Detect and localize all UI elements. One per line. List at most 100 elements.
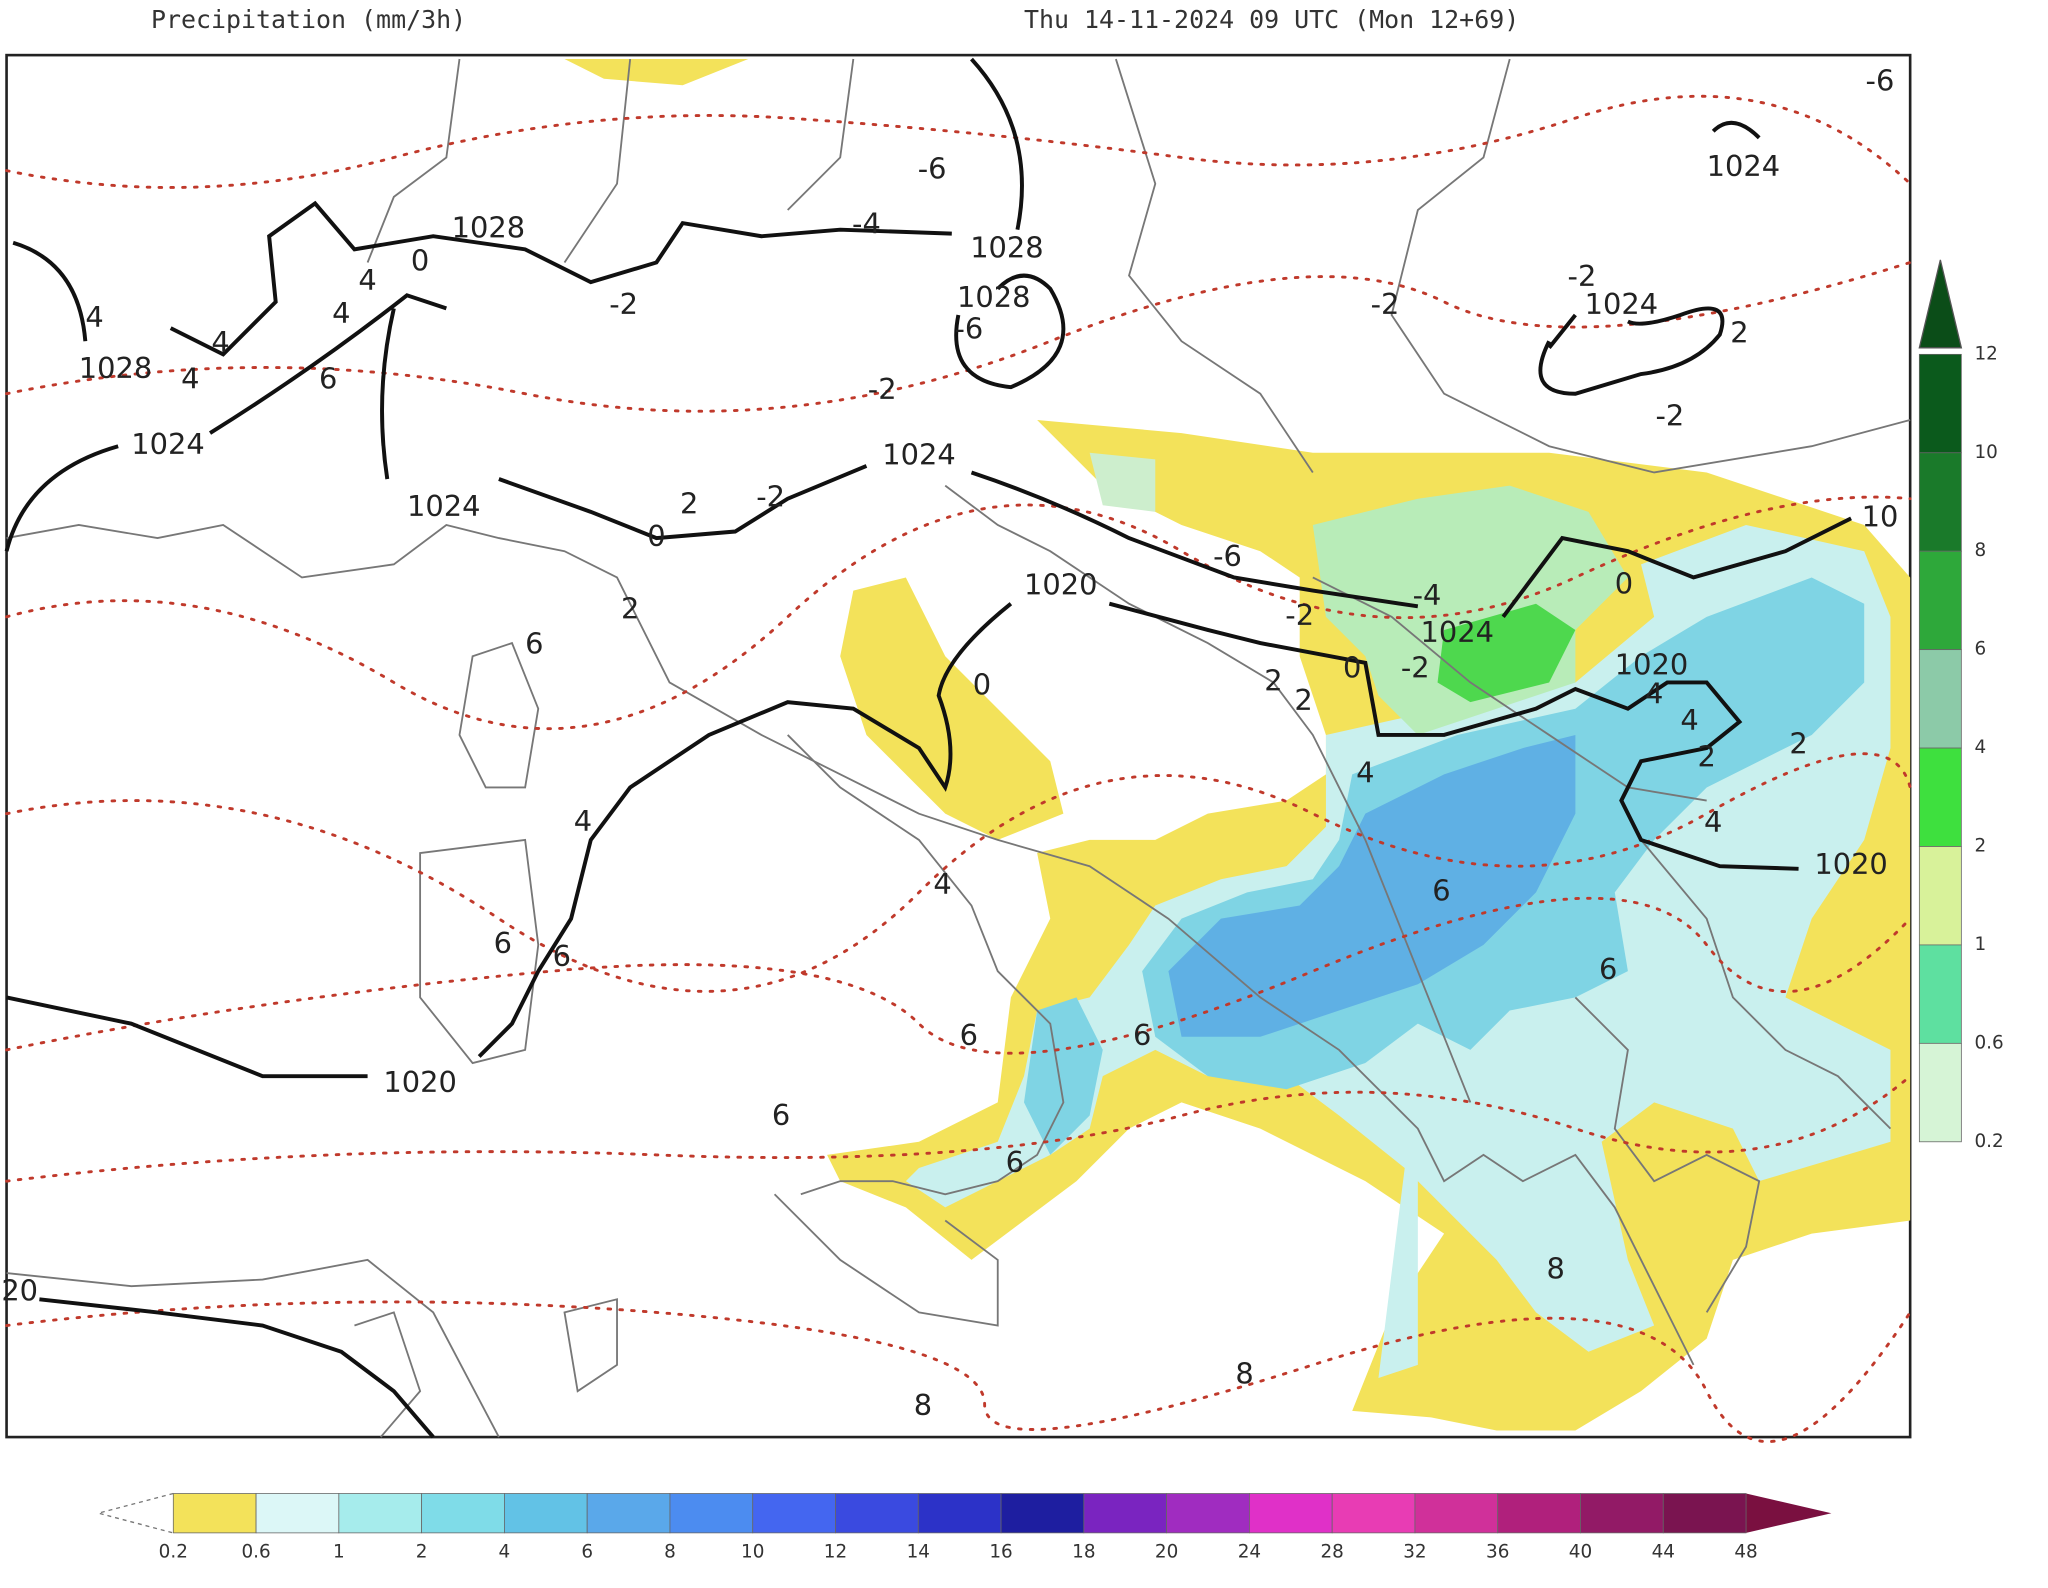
map-label: -6	[918, 152, 947, 186]
map-label: 0	[1343, 650, 1361, 684]
colorbar-label: 4	[499, 1542, 511, 1563]
coastline	[458, 641, 540, 789]
map-label: 0	[647, 519, 665, 553]
colorbar-arrow	[1918, 259, 1963, 349]
map	[4, 53, 1912, 1443]
isobar	[1108, 601, 1799, 871]
map-label: 1020	[383, 1065, 456, 1099]
map-label: 0	[1615, 566, 1633, 600]
map-label: 2	[1264, 663, 1282, 697]
coastline	[6, 1258, 500, 1438]
map-label: 2	[1697, 740, 1715, 774]
isobar	[1538, 120, 1761, 396]
map-label: -2	[1285, 598, 1314, 632]
map-label: 8	[1235, 1356, 1253, 1390]
title: Precipitation (mm/3h)	[151, 5, 466, 34]
colorbar-label: 12	[1974, 343, 1997, 364]
colorbar-label: 0.6	[1974, 1032, 2003, 1053]
colorbar-box	[1918, 649, 1962, 749]
map-label: 6	[1432, 873, 1450, 907]
isobar	[12, 200, 952, 357]
isotherm	[5, 752, 1912, 993]
map-label: 1028	[79, 351, 152, 385]
colorbar-label: 20	[1155, 1542, 1178, 1563]
colorbar-label: 24	[1238, 1542, 1261, 1563]
map-label: -2	[868, 372, 897, 406]
map-label: 4	[933, 867, 951, 901]
colorbar-label: 18	[1072, 1542, 1095, 1563]
precip-colorbar: 0.2 0.6 1 2 4 6 8 10 12 14 16 18 20 24 28 32 36 40 44 48	[95, 1492, 1832, 1563]
colorbar-box	[172, 1493, 257, 1534]
colorbar-box	[1918, 452, 1962, 552]
colorbar-label: 14	[907, 1542, 930, 1563]
colorbar-label: 2	[1974, 835, 1986, 856]
colorbar-label: 40	[1569, 1542, 1592, 1563]
rain-area	[840, 577, 1064, 840]
valid-time: Thu 14-11-2024 09 UTC (Mon 12+69)	[1024, 5, 1519, 34]
map-label: 4	[1356, 755, 1374, 789]
isobar	[39, 1297, 435, 1439]
coastline	[419, 838, 540, 1065]
colorbar-box	[1918, 747, 1962, 847]
isotherm	[5, 261, 1912, 413]
map-label: -4	[852, 207, 881, 241]
colorbar-box	[1662, 1493, 1747, 1534]
map-label: 10	[1862, 499, 1899, 533]
isotherm	[5, 1300, 1912, 1443]
map-label: 4	[358, 263, 376, 297]
map-label: 2	[680, 486, 698, 520]
map-label: 2	[621, 591, 639, 625]
colorbar-label: 0.2	[1974, 1131, 2003, 1152]
map-label: 4	[1680, 703, 1698, 737]
colorbar-label: 32	[1403, 1542, 1426, 1563]
colorbar-label: 12	[824, 1542, 847, 1563]
colorbar-box	[1248, 1493, 1333, 1534]
colorbar-box	[752, 1493, 836, 1534]
colorbar-label: 8	[1974, 540, 1986, 561]
colorbar-box	[1083, 1493, 1168, 1534]
map-label: 2	[1789, 726, 1807, 760]
colorbar-label: 0.6	[241, 1542, 270, 1563]
colorbar-arrow	[95, 1492, 174, 1534]
map-label: 1020	[1615, 648, 1688, 682]
colorbar-label: 10	[1974, 442, 1997, 463]
colorbar-label: 8	[664, 1542, 676, 1563]
isotherm	[5, 1074, 1912, 1183]
map-label: 1024	[1420, 615, 1493, 649]
map-label: 2	[1294, 683, 1312, 717]
colorbar-label: 48	[1734, 1542, 1757, 1563]
coastline	[1574, 839, 1892, 1313]
rain-area	[1024, 997, 1103, 1155]
map-label: 1028	[957, 280, 1030, 314]
map-label: 1024	[407, 489, 480, 523]
colorbar-label: 36	[1486, 1542, 1509, 1563]
map-label: 4	[211, 325, 229, 359]
map-label: 6	[772, 1098, 790, 1132]
isobar	[6, 602, 1013, 1079]
map-label: 1020	[1814, 847, 1887, 881]
map-label: 6	[553, 939, 571, 973]
coastline	[6, 523, 1695, 1366]
colorbar-arrow	[1746, 1493, 1832, 1533]
colorbar-box	[255, 1493, 340, 1534]
map-label: 6	[525, 627, 543, 661]
colorbar-label: 0.2	[159, 1542, 188, 1563]
colorbar-box	[421, 1493, 505, 1534]
colorbar-box	[835, 1493, 919, 1534]
colorbar-box	[504, 1493, 588, 1534]
map-label: 6	[1133, 1018, 1151, 1052]
colorbar-label: 1	[333, 1542, 345, 1563]
coastline	[787, 734, 1065, 1196]
map-label: 1024	[882, 438, 955, 472]
colorbar-label: 1	[1974, 934, 1986, 955]
map-label: 1024	[1585, 287, 1658, 321]
map-label: 4	[332, 296, 350, 330]
colorbar-label: 4	[1974, 737, 1986, 758]
map-label: 1024	[1707, 149, 1780, 183]
map-label: -4	[1413, 578, 1442, 612]
map-label: -2	[1401, 650, 1430, 684]
colorbar-box	[1166, 1493, 1250, 1534]
map-label: 8	[1547, 1251, 1565, 1285]
